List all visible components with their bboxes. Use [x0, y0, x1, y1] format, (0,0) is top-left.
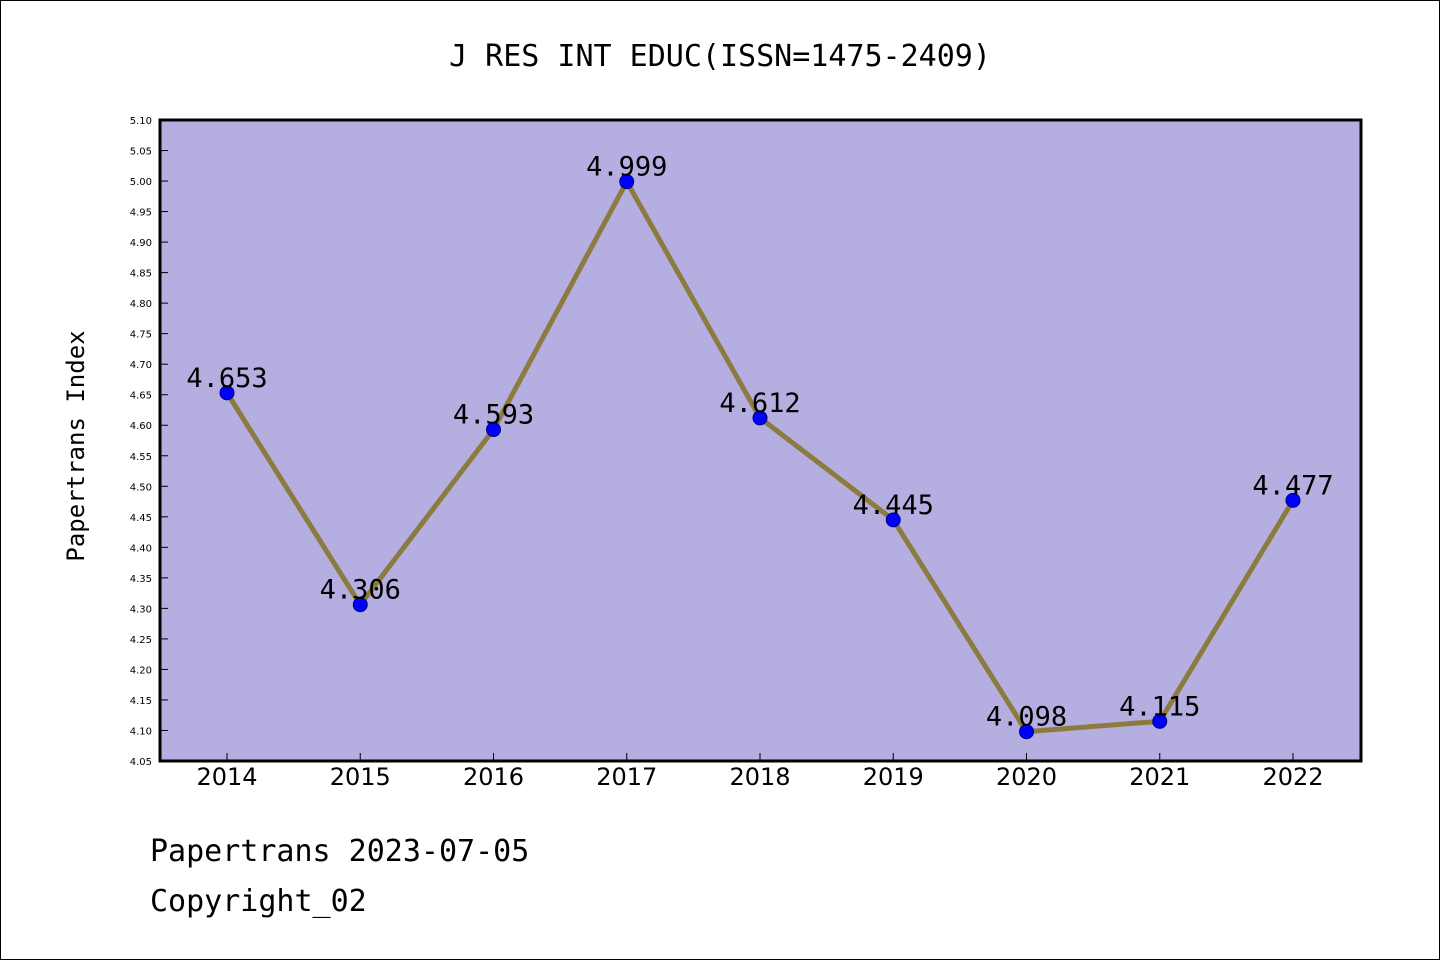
y-tick-label: 4.90: [130, 238, 152, 249]
x-tick-label: 2016: [463, 763, 524, 791]
x-tick-label: 2018: [729, 763, 790, 791]
data-point: [219, 385, 235, 401]
data-point: [486, 422, 501, 438]
data-label: 4.593: [453, 400, 534, 431]
x-tick-label: 2014: [196, 763, 257, 791]
y-tick-label: 4.40: [130, 543, 152, 554]
y-tick-label: 4.30: [130, 604, 152, 615]
data-label: 4.306: [320, 575, 401, 606]
y-tick-label: 4.65: [130, 391, 152, 402]
data-point: [1019, 724, 1034, 740]
y-tick-label: 4.70: [130, 360, 152, 371]
y-tick-label: 4.60: [130, 421, 152, 432]
x-axis-ticks: 2014 2015 2016 2017 2018 2019 2020 2021 2022: [196, 753, 1324, 791]
y-axis-ticks: 4.05 4.10 4.15 4.20 4.25 4.30 4.35 4.40 4.45 4.50…: [130, 116, 168, 768]
data-label: 4.653: [186, 363, 267, 394]
y-tick-label: 5.00: [130, 177, 152, 188]
data-point: [752, 410, 768, 426]
data-label: 4.612: [719, 388, 800, 419]
series-markers: [219, 174, 1301, 740]
y-tick-label: 5.05: [130, 147, 152, 158]
data-point: [352, 597, 368, 613]
footer-copyright: Copyright_02: [150, 884, 367, 919]
y-tick-label: 4.10: [130, 726, 152, 737]
y-axis-label: Papertrans Index: [62, 330, 90, 561]
data-point: [1285, 492, 1301, 508]
y-tick-label: 4.20: [130, 665, 152, 676]
y-tick-label: 4.45: [130, 513, 152, 524]
y-tick-label: 4.80: [130, 299, 152, 310]
y-tick-label: 4.95: [130, 208, 152, 219]
data-point: [885, 512, 901, 528]
y-tick-label: 4.25: [130, 635, 152, 646]
y-tick-label: 4.55: [130, 452, 152, 463]
x-tick-label: 2019: [863, 763, 924, 791]
y-tick-label: 4.50: [130, 482, 152, 493]
y-tick-label: 4.05: [130, 757, 152, 768]
y-tick-label: 4.85: [130, 269, 152, 280]
x-tick-label: 2020: [996, 763, 1057, 791]
plot-area: [158, 118, 1363, 763]
data-label: 4.999: [586, 152, 667, 183]
data-point: [619, 174, 635, 190]
y-tick-label: 4.15: [130, 696, 152, 707]
data-point: [1152, 713, 1168, 729]
data-label: 4.445: [853, 490, 934, 521]
footer-date: Papertrans 2023-07-05: [150, 834, 530, 869]
y-tick-label: 5.10: [130, 116, 152, 127]
data-label: 4.098: [986, 702, 1067, 733]
x-tick-label: 2021: [1129, 763, 1190, 791]
data-label: 4.115: [1119, 691, 1200, 722]
x-tick-label: 2022: [1262, 763, 1323, 791]
x-tick-label: 2015: [330, 763, 391, 791]
y-tick-label: 4.75: [130, 330, 152, 341]
data-label: 4.477: [1252, 470, 1333, 501]
x-tick-label: 2017: [596, 763, 657, 791]
y-tick-label: 4.35: [130, 574, 152, 585]
chart-title: J RES INT EDUC(ISSN=1475-2409): [449, 39, 991, 74]
data-labels: 4.653 4.306 4.593 4.999 4.612 4.445 4.098 4.115…: [186, 152, 1333, 733]
